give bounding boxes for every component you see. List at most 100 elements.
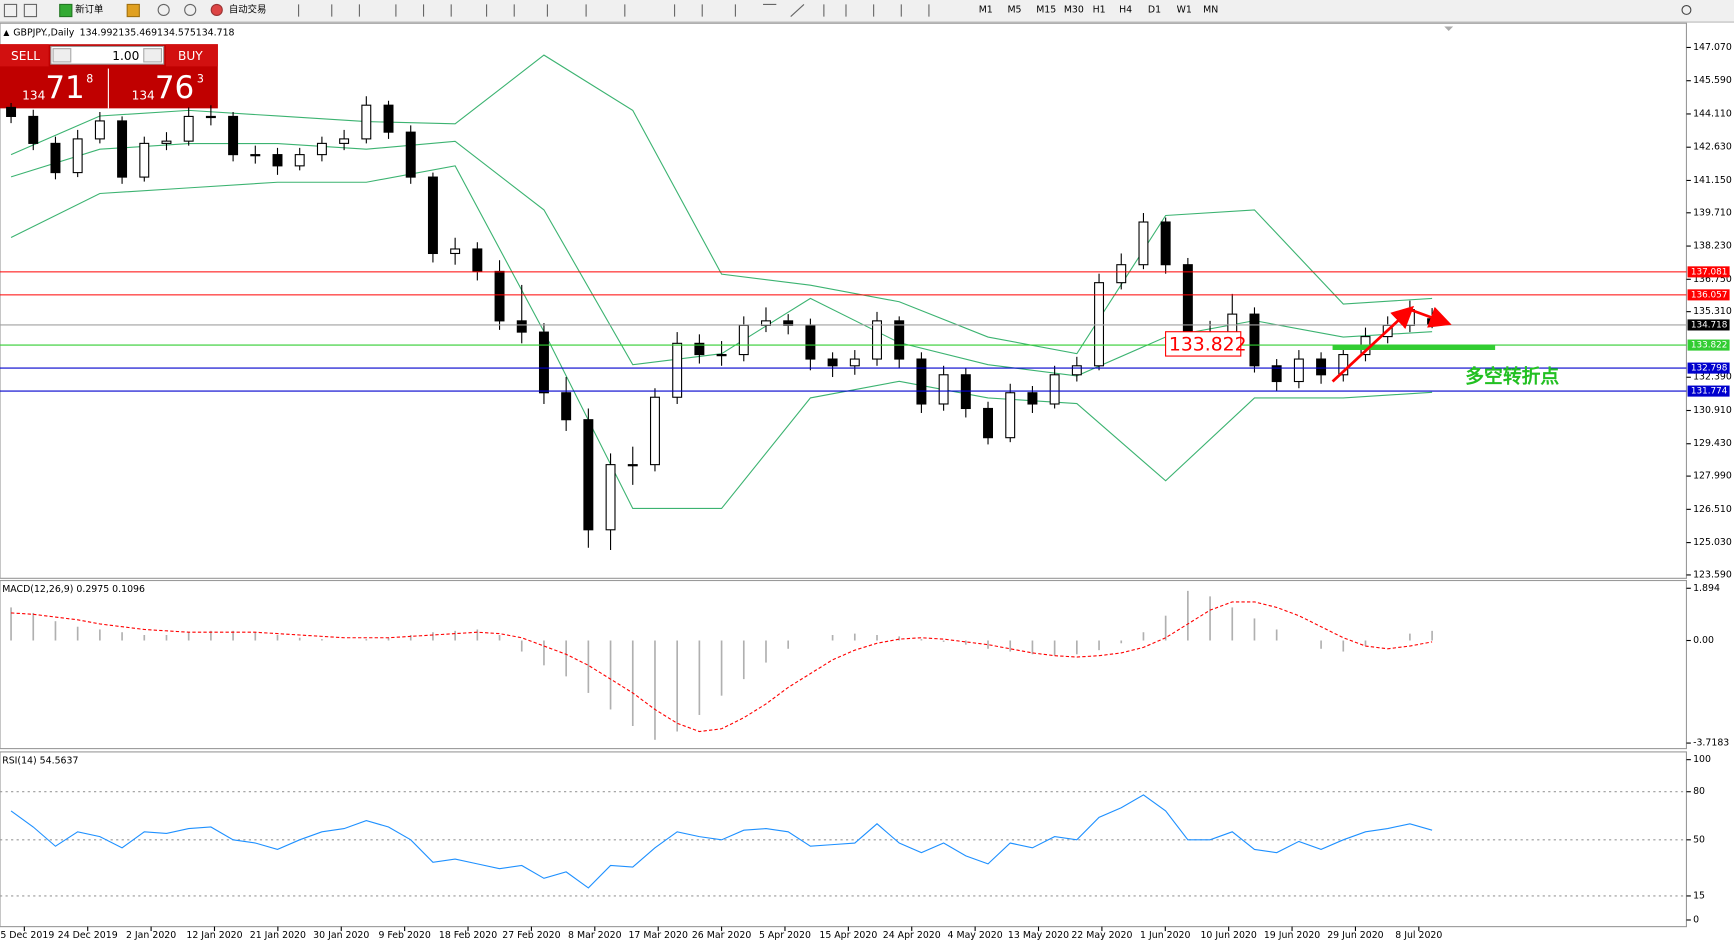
x-tick-label: 22 May 2020: [1071, 930, 1132, 941]
annotation-box: [1165, 331, 1242, 357]
timeframe-button[interactable]: MN: [1203, 4, 1218, 15]
timeframe-button[interactable]: H4: [1119, 4, 1132, 15]
macd-tick-label: 1.894: [1693, 583, 1720, 594]
candle-body: [472, 248, 483, 272]
candle-body: [805, 324, 816, 360]
candle-body: [605, 464, 616, 531]
candle-body: [1338, 354, 1349, 376]
price-level-tag: [1687, 266, 1730, 278]
chart-symbol: GBPJPY.,Daily: [13, 28, 75, 39]
candle-body: [117, 120, 128, 178]
bollinger-upper: [10, 54, 1433, 355]
current-price-label: 134.718: [1691, 320, 1728, 330]
candle-body: [316, 142, 327, 156]
timeframe-button[interactable]: W1: [1177, 4, 1192, 15]
x-tick-label: 24 Apr 2020: [883, 930, 941, 941]
candle-body: [1293, 358, 1304, 383]
x-tick-label: 15 Dec 2019: [0, 930, 54, 941]
macd-tick-label: -3.7183: [1693, 738, 1729, 749]
x-tick-label: 13 May 2020: [1008, 930, 1069, 941]
macd-signal: [11, 601, 1433, 733]
candle-body: [827, 358, 838, 367]
x-tick-label: 24 Dec 2019: [58, 930, 118, 941]
bollinger-lower: [10, 165, 1433, 509]
candle-body: [361, 104, 372, 140]
price-level-tag: [1687, 362, 1730, 374]
rsi-tick-label: 100: [1693, 754, 1711, 765]
candle-body: [1227, 313, 1238, 333]
sell-price-prefix: 134: [22, 89, 45, 103]
timeframe-button[interactable]: M30: [1064, 4, 1084, 15]
candle-body: [916, 358, 927, 405]
rsi-tick-label: 80: [1693, 786, 1705, 797]
macd-tick-label: 0.00: [1693, 635, 1714, 646]
toolbar-button[interactable]: 新订单: [75, 3, 103, 15]
y-tick-label: 123.590: [1693, 569, 1732, 580]
candle-body: [494, 270, 505, 322]
y-tick-label: 125.030: [1693, 537, 1732, 548]
candle-body: [649, 396, 660, 466]
timeframe-button[interactable]: D1: [1148, 4, 1161, 15]
x-tick-label: 30 Jan 2020: [313, 930, 369, 941]
candle-body: [139, 142, 150, 178]
candle-body: [1116, 264, 1127, 284]
candle-body: [205, 115, 216, 119]
lot-input[interactable]: 1.00: [112, 49, 139, 63]
rsi-tick-label: 15: [1693, 890, 1705, 901]
price-level-tag: [1687, 289, 1730, 301]
price-level-label: 137.081: [1691, 267, 1728, 277]
y-tick-label: 130.910: [1693, 405, 1732, 416]
sell-button[interactable]: SELL: [11, 49, 40, 63]
header-ohlc: 135.469: [118, 28, 157, 39]
candle-body: [561, 392, 572, 421]
candle-body: [894, 320, 905, 360]
candle-body: [1094, 282, 1105, 367]
candle-body: [72, 138, 83, 174]
candle-body: [28, 115, 39, 144]
y-tick-label: 141.150: [1693, 175, 1732, 186]
y-tick-label: 136.750: [1693, 274, 1732, 285]
y-tick-label: 139.710: [1693, 207, 1732, 218]
candle-body: [1138, 221, 1149, 266]
x-tick-label: 12 Jan 2020: [186, 930, 242, 941]
header-ohlc: 134.992: [80, 28, 119, 39]
x-tick-label: 8 Jul 2020: [1395, 930, 1442, 941]
x-tick-label: 5 Apr 2020: [759, 930, 811, 941]
candle-body: [538, 331, 549, 394]
buy-button[interactable]: BUY: [178, 49, 203, 63]
timeframe-button[interactable]: H1: [1093, 4, 1106, 15]
candle-body: [94, 120, 105, 140]
x-tick-label: 1 Jun 2020: [1140, 930, 1190, 941]
y-tick-label: 126.510: [1693, 504, 1732, 515]
candle-body: [6, 106, 17, 117]
annotation-value: 133.822: [1169, 334, 1247, 355]
candle-body: [183, 115, 194, 142]
toolbar-button[interactable]: 自动交易: [229, 3, 267, 15]
timeframe-button[interactable]: M15: [1036, 4, 1056, 15]
timeframe-button[interactable]: M5: [1007, 4, 1021, 15]
candle-body: [339, 138, 350, 144]
x-tick-label: 27 Feb 2020: [502, 930, 560, 941]
candle-body: [50, 142, 61, 174]
candle-body: [938, 374, 949, 405]
price-level-tag: [1687, 385, 1730, 397]
header-ohlc: 134.575: [157, 28, 196, 39]
candle-body: [1071, 365, 1082, 376]
timeframe-button[interactable]: M1: [979, 4, 993, 15]
price-level-tag: [1687, 339, 1730, 351]
candle-body: [672, 342, 683, 398]
y-tick-label: 127.990: [1693, 471, 1732, 482]
candle-body: [1182, 264, 1193, 333]
x-tick-label: 29 Jun 2020: [1327, 930, 1383, 941]
price-level-label: 131.774: [1691, 387, 1728, 397]
candle-body: [849, 358, 860, 367]
trade-panel: [0, 44, 218, 109]
candle-body: [383, 104, 394, 133]
price-level-label: 136.057: [1691, 290, 1728, 300]
header-ohlc: 134.718: [196, 28, 235, 39]
candle-body: [1027, 392, 1038, 405]
x-tick-label: 8 Mar 2020: [568, 930, 622, 941]
rsi-line: [10, 794, 1433, 889]
y-tick-label: 138.230: [1693, 241, 1732, 252]
